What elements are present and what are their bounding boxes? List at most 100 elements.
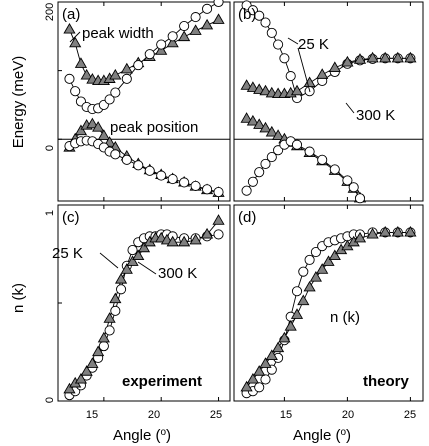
data-point-triangle: [379, 51, 392, 63]
x-tick-label-25-c: 25: [210, 409, 222, 421]
data-point-triangle: [259, 357, 272, 368]
data-point-triangle: [272, 129, 285, 140]
x-axis-title-c: Angle (o): [113, 427, 171, 444]
data-point-circle: [317, 154, 328, 165]
annotation-pointer: [137, 261, 157, 275]
data-point-triangle: [353, 53, 367, 64]
data-point-triangle: [328, 61, 341, 72]
data-point-triangle: [109, 292, 122, 304]
data-point-triangle: [265, 349, 278, 361]
data-point-triangle: [322, 255, 335, 266]
panel-a-label: (a): [62, 6, 80, 23]
annotation-pointer: [297, 47, 311, 93]
data-point-circle: [213, 0, 224, 8]
data-point-triangle: [132, 249, 145, 261]
data-point-circle: [291, 286, 303, 297]
panel-a: (a)peak width peak position 0 200 Energy (me…: [10, 0, 231, 202]
data-point-triangle: [126, 255, 139, 266]
data-point-triangle: [309, 271, 322, 282]
data-point-circle: [167, 173, 178, 185]
data-point-circle: [64, 73, 75, 84]
data-point-triangle: [189, 24, 202, 35]
data-point-circle: [104, 94, 115, 105]
data-point-triangle: [259, 121, 272, 133]
data-point-circle: [116, 284, 127, 295]
y-tick-label-0-c: 0: [44, 397, 56, 403]
panel-b-frame: [233, 1, 424, 202]
data-point-triangle: [109, 68, 122, 80]
data-point-triangle: [86, 357, 99, 368]
data-point-triangle: [284, 320, 297, 331]
data-point-circle: [285, 71, 296, 82]
data-point-triangle: [114, 272, 128, 284]
data-point-triangle: [272, 341, 285, 353]
data-point-triangle: [103, 312, 116, 323]
data-point-triangle: [341, 55, 354, 67]
data-point-circle: [266, 152, 277, 163]
data-point-triangle: [80, 68, 93, 80]
data-point-triangle: [74, 124, 88, 136]
data-point-triangle: [92, 121, 105, 132]
data-point-triangle: [404, 51, 417, 63]
data-point-triangle: [297, 294, 310, 306]
data-point-triangle: [265, 125, 278, 137]
annotation-300k: 300 K: [356, 107, 395, 124]
x-tick-label-25-d: 25: [404, 409, 416, 421]
data-point-circle: [110, 149, 121, 160]
y-tick-label-0: 0: [44, 145, 56, 151]
panel-c: (c) 25 K 300 K experiment 1 0 n (k) 15 20 25 Angle…: [10, 204, 231, 444]
panel-b: (b) 25 K 300 K: [233, 0, 424, 204]
data-point-circle: [291, 139, 303, 150]
data-point-triangle: [259, 84, 272, 96]
panel-c-label: (c): [62, 209, 80, 226]
data-point-circle: [144, 49, 155, 60]
data-point-circle: [144, 165, 155, 176]
data-point-circle: [121, 73, 132, 84]
data-point-triangle: [290, 308, 304, 319]
data-point-triangle: [303, 280, 316, 292]
data-point-triangle: [240, 79, 253, 90]
y-tick-label-200: 200: [44, 3, 56, 21]
annotation-pointer: [287, 37, 299, 45]
data-point-circle: [98, 341, 109, 352]
annotation-300k-c: 300 K: [158, 265, 197, 282]
data-point-triangle: [80, 365, 93, 376]
data-point-triangle: [63, 22, 76, 34]
data-point-circle: [213, 187, 224, 198]
data-point-circle: [133, 160, 144, 171]
data-point-circle: [179, 177, 190, 188]
data-point-circle: [167, 31, 178, 42]
data-point-circle: [266, 27, 277, 38]
data-point-triangle: [366, 51, 379, 63]
data-point-circle: [254, 382, 265, 393]
x-tick-label-20-c: 20: [148, 409, 160, 421]
data-point-triangle: [137, 241, 151, 253]
data-point-triangle: [63, 382, 76, 394]
data-point-circle: [190, 12, 201, 23]
annotation-theory: theory: [363, 373, 410, 390]
data-point-triangle: [69, 36, 82, 48]
data-point-triangle: [391, 51, 404, 63]
data-point-circle: [260, 158, 271, 169]
data-point-circle: [298, 266, 309, 277]
y-axis-title-nk: n (k): [10, 283, 27, 313]
x-tick-label-20-d: 20: [342, 409, 354, 421]
data-point-circle: [304, 254, 315, 265]
data-point-triangle: [316, 263, 329, 274]
panel-b-label: (b): [238, 6, 256, 23]
data-point-triangle: [240, 380, 253, 392]
annotation-25k-c: 25 K: [52, 245, 83, 262]
data-point-triangle: [391, 225, 404, 237]
data-point-triangle: [253, 118, 266, 129]
data-point-triangle: [353, 231, 367, 243]
data-point-circle: [247, 5, 258, 16]
annotation-peak-position: peak position: [110, 119, 198, 136]
data-point-triangle: [120, 263, 133, 274]
annotation-pointer: [345, 102, 355, 114]
data-point-triangle: [74, 57, 88, 68]
data-point-circle: [121, 154, 132, 165]
data-point-circle: [133, 60, 144, 71]
data-point-triangle: [189, 233, 202, 245]
data-point-triangle: [303, 76, 316, 88]
annotation-pointer: [99, 252, 119, 269]
